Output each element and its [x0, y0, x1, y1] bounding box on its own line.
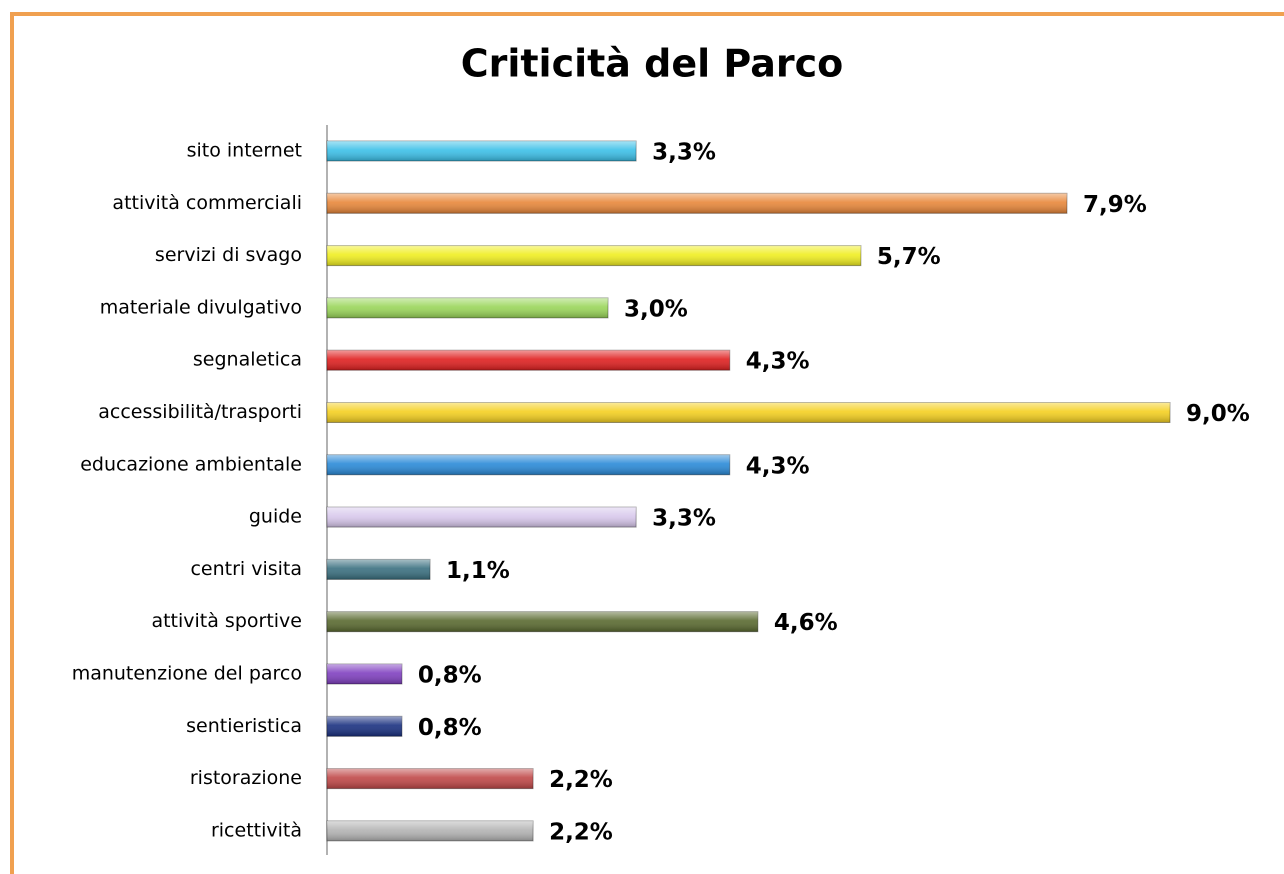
bar-gloss — [327, 716, 402, 737]
bar-gloss — [327, 664, 402, 684]
category-label: centri visita — [190, 558, 302, 580]
bar-gloss — [327, 454, 730, 475]
bar-gloss — [327, 507, 637, 528]
value-label: 1,1% — [446, 558, 510, 584]
value-label: 0,8% — [418, 663, 482, 689]
category-label: segnaletica — [193, 349, 302, 371]
bar-gloss — [327, 350, 730, 371]
category-label: sito internet — [187, 140, 302, 162]
category-label: sentieristica — [186, 715, 302, 737]
category-label: attività commerciali — [112, 192, 302, 214]
value-label: 5,7% — [877, 244, 941, 270]
value-label: 3,3% — [652, 140, 716, 166]
value-label: 4,6% — [774, 610, 838, 636]
value-label: 3,0% — [624, 296, 688, 322]
category-label: guide — [249, 506, 302, 528]
frame — [10, 12, 1284, 874]
value-label: 3,3% — [652, 506, 716, 532]
category-label: educazione ambientale — [80, 453, 302, 475]
bar-gloss — [327, 245, 861, 266]
value-label: 2,2% — [549, 819, 613, 845]
category-label: materiale divulgativo — [100, 296, 302, 318]
bar-gloss — [327, 402, 1170, 423]
category-label: accessibilità/trasporti — [98, 401, 302, 423]
category-label: ricettività — [211, 819, 302, 841]
bar-gloss — [327, 193, 1067, 214]
bar-gloss — [327, 559, 431, 580]
category-label: ristorazione — [190, 767, 302, 789]
value-label: 4,3% — [746, 453, 810, 479]
chart-title: Criticità del Parco — [461, 42, 844, 86]
category-label: servizi di svago — [155, 244, 302, 266]
value-label: 9,0% — [1186, 401, 1250, 427]
value-label: 0,8% — [418, 715, 482, 741]
value-label: 2,2% — [549, 767, 613, 793]
bar-gloss — [327, 141, 637, 161]
value-label: 4,3% — [746, 349, 810, 375]
category-label: attività sportive — [151, 610, 302, 632]
bar-gloss — [327, 820, 534, 841]
value-label: 7,9% — [1083, 192, 1147, 218]
bar-gloss — [327, 611, 758, 632]
bar-gloss — [327, 297, 608, 318]
bar-gloss — [327, 768, 534, 789]
category-label: manutenzione del parco — [72, 663, 302, 685]
